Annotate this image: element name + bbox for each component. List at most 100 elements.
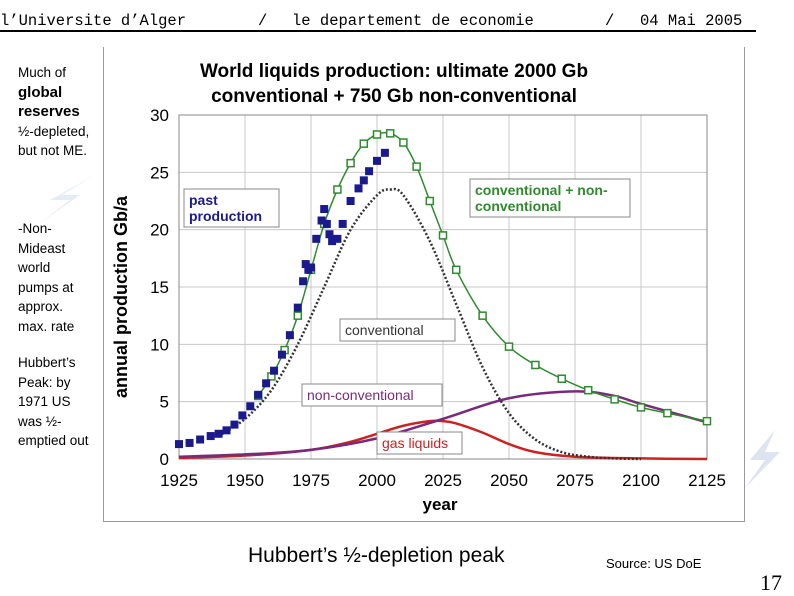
x-tick-label: 2125 bbox=[688, 471, 726, 490]
y-tick-label: 15 bbox=[150, 278, 169, 297]
past-production-marker bbox=[317, 216, 326, 225]
x-tick-label: 2000 bbox=[358, 471, 396, 490]
past-production-marker bbox=[175, 440, 183, 449]
past-production-marker bbox=[206, 432, 215, 441]
past-production-marker bbox=[230, 420, 239, 429]
series-label-text: conventional bbox=[345, 322, 424, 338]
past-production-marker bbox=[359, 176, 368, 185]
total-marker bbox=[399, 138, 408, 147]
past-production-marker bbox=[373, 156, 381, 165]
past-production-marker bbox=[301, 260, 310, 269]
sidebar-note-non-mideast: -Non-Mideast world pumps at approx. max.… bbox=[18, 221, 75, 334]
slide-caption: Hubbert’s ½-depletion peak bbox=[248, 544, 505, 567]
series-label-text: production bbox=[189, 208, 262, 224]
y-tick-label: 20 bbox=[150, 221, 169, 240]
series-total-line bbox=[257, 131, 708, 422]
total-marker bbox=[359, 139, 369, 148]
series-label-text: conventional bbox=[475, 198, 561, 214]
x-tick-label: 1950 bbox=[226, 471, 264, 490]
series-label-text: past bbox=[189, 192, 218, 208]
past-production-marker bbox=[222, 426, 231, 435]
y-tick-label: 25 bbox=[150, 163, 169, 182]
past-production-marker bbox=[325, 230, 334, 239]
note-highlight: global bbox=[18, 83, 63, 101]
header-university: l’Universite d’Alger bbox=[0, 12, 187, 30]
past-production-marker bbox=[320, 205, 329, 214]
y-tick-label: 0 bbox=[160, 450, 169, 469]
total-marker bbox=[425, 196, 435, 206]
total-marker bbox=[385, 129, 395, 138]
y-tick-label: 10 bbox=[150, 335, 169, 354]
total-marker bbox=[583, 385, 593, 395]
past-production-marker bbox=[312, 234, 321, 243]
chart-panel: World liquids production: ultimate 2000 … bbox=[103, 47, 745, 522]
total-marker bbox=[372, 130, 382, 139]
past-production-marker bbox=[246, 402, 255, 411]
total-marker bbox=[531, 360, 540, 370]
past-production-marker bbox=[380, 148, 389, 157]
x-tick-label: 2050 bbox=[490, 471, 528, 490]
note-text: ½-depleted, but not ME. bbox=[18, 123, 90, 159]
past-production-marker bbox=[299, 277, 308, 286]
past-production-marker bbox=[354, 184, 363, 193]
total-marker bbox=[438, 231, 448, 240]
total-marker bbox=[412, 162, 421, 171]
x-axis-label: year bbox=[423, 495, 458, 514]
total-marker bbox=[663, 408, 672, 418]
past-production-marker bbox=[277, 350, 286, 359]
source-note: Source: US DoE bbox=[606, 556, 702, 571]
past-production-marker bbox=[262, 379, 271, 388]
past-production-marker bbox=[328, 237, 337, 246]
x-tick-label: 2075 bbox=[556, 471, 594, 490]
label-non-conventional: non-conventional bbox=[301, 383, 443, 407]
x-tick-labels: 1925 1950 1975 2000 2025 2050 2075 2100 2125 bbox=[160, 471, 726, 490]
past-production-marker bbox=[333, 234, 342, 243]
series-conventional bbox=[217, 187, 642, 461]
grid-lines bbox=[178, 114, 708, 460]
x-tick-label: 2025 bbox=[424, 471, 462, 490]
total-marker bbox=[636, 403, 646, 412]
y-tick-labels: 0 5 10 15 20 25 30 bbox=[150, 106, 169, 469]
series-non-conventional bbox=[178, 390, 708, 458]
total-marker bbox=[333, 185, 342, 194]
data-series bbox=[175, 129, 712, 461]
chart-title-line2: conventional + 750 Gb non-conventional bbox=[211, 86, 577, 107]
total-marker bbox=[610, 395, 619, 404]
x-tick-label: 2100 bbox=[622, 471, 660, 490]
chart-title-line1: World liquids production: ultimate 2000 … bbox=[200, 61, 588, 82]
total-marker bbox=[451, 265, 461, 275]
page-number: 17 bbox=[760, 570, 782, 595]
past-production-marker bbox=[270, 366, 279, 375]
past-production-marker bbox=[365, 167, 374, 176]
header-separator: / bbox=[605, 12, 615, 30]
total-marker bbox=[346, 158, 355, 168]
total-marker bbox=[504, 342, 514, 351]
x-tick-label: 1925 bbox=[160, 471, 198, 490]
sidebar-note-hubbert: Hubbert’s Peak: by 1971 US was ½-emptied… bbox=[18, 355, 89, 448]
past-production-marker bbox=[238, 411, 247, 420]
label-gas-liquids: gas liquids bbox=[376, 431, 463, 455]
decorative-arrow bbox=[745, 430, 780, 488]
total-marker bbox=[293, 311, 303, 320]
label-total: conventional + non-conventional bbox=[469, 178, 631, 218]
past-production-marker bbox=[185, 438, 194, 447]
past-production-marker bbox=[196, 435, 205, 444]
past-production-marker bbox=[254, 390, 263, 399]
y-tick-label: 5 bbox=[160, 393, 169, 412]
note-text: Much of bbox=[18, 65, 67, 80]
total-marker bbox=[702, 416, 712, 426]
past-production-marker bbox=[307, 263, 315, 272]
y-tick-label: 30 bbox=[150, 106, 169, 125]
header-separator: / bbox=[258, 12, 268, 30]
past-production-marker bbox=[322, 219, 331, 228]
plot-border bbox=[178, 114, 708, 460]
label-conventional: conventional bbox=[339, 318, 456, 342]
past-production-marker bbox=[338, 219, 347, 228]
series-label-text: conventional + non- bbox=[475, 182, 608, 198]
past-production-marker bbox=[285, 331, 294, 340]
total-marker bbox=[557, 374, 567, 383]
y-axis-label: annual production Gb/a bbox=[111, 195, 131, 398]
series-label-text: non-conventional bbox=[307, 387, 414, 403]
